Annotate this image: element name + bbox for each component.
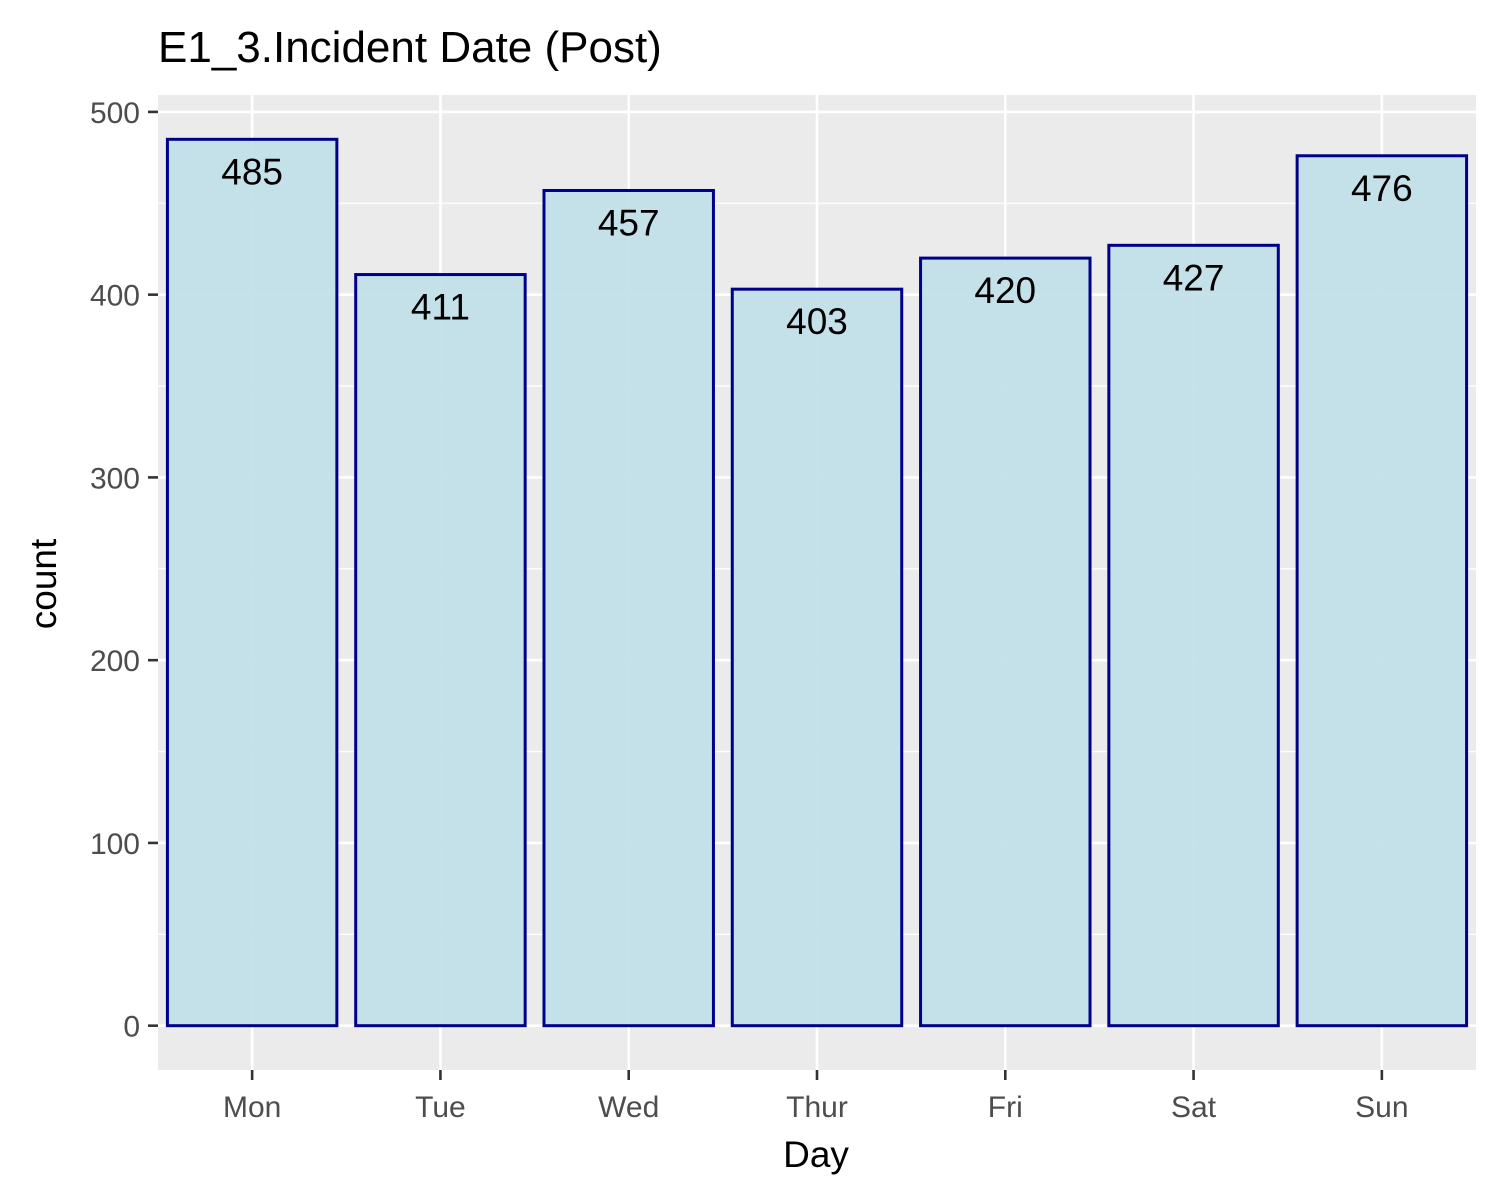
x-tick-label-mon: Mon — [223, 1091, 281, 1124]
bar-sat — [1107, 243, 1280, 1028]
bar-mon — [165, 137, 339, 1028]
x-tick-label-sun: Sun — [1355, 1091, 1408, 1124]
bars — [165, 137, 1469, 1028]
x-tick-label-tue: Tue — [415, 1091, 466, 1124]
y-tick-label: 200 — [90, 645, 140, 678]
bar-thur — [730, 287, 904, 1028]
x-tick-label-fri: Fri — [988, 1091, 1023, 1124]
data-label-wed: 457 — [598, 202, 660, 243]
x-tick-label-sat: Sat — [1171, 1091, 1217, 1124]
bar-fri — [919, 256, 1092, 1028]
y-axis: 0 100 200 300 400 500 — [90, 97, 158, 1044]
data-label-tue: 411 — [411, 287, 470, 328]
y-tick-label: 400 — [90, 280, 140, 313]
data-label-mon: 485 — [221, 151, 283, 192]
data-label-sun: 476 — [1351, 168, 1413, 209]
data-label-fri: 420 — [974, 270, 1036, 311]
data-label-sat: 427 — [1163, 257, 1225, 298]
data-labels: 485 411 457 403 420 427 476 — [221, 151, 1412, 342]
bar-tue — [354, 273, 527, 1028]
y-tick-label: 500 — [90, 97, 140, 130]
y-axis-title: count — [23, 538, 64, 629]
bar-wed — [542, 188, 715, 1028]
x-axis: Mon Tue Wed Thur Fri Sat Sun — [223, 1070, 1409, 1124]
x-tick-label-wed: Wed — [598, 1091, 659, 1124]
chart-title: E1_3.Incident Date (Post) — [158, 23, 662, 72]
data-label-thur: 403 — [786, 301, 848, 342]
y-tick-label: 100 — [90, 828, 140, 861]
x-axis-title: Day — [783, 1134, 849, 1175]
x-tick-label-thur: Thur — [786, 1091, 848, 1124]
bar-sun — [1295, 154, 1469, 1028]
y-tick-label: 300 — [90, 462, 140, 495]
y-tick-label: 0 — [123, 1011, 140, 1044]
